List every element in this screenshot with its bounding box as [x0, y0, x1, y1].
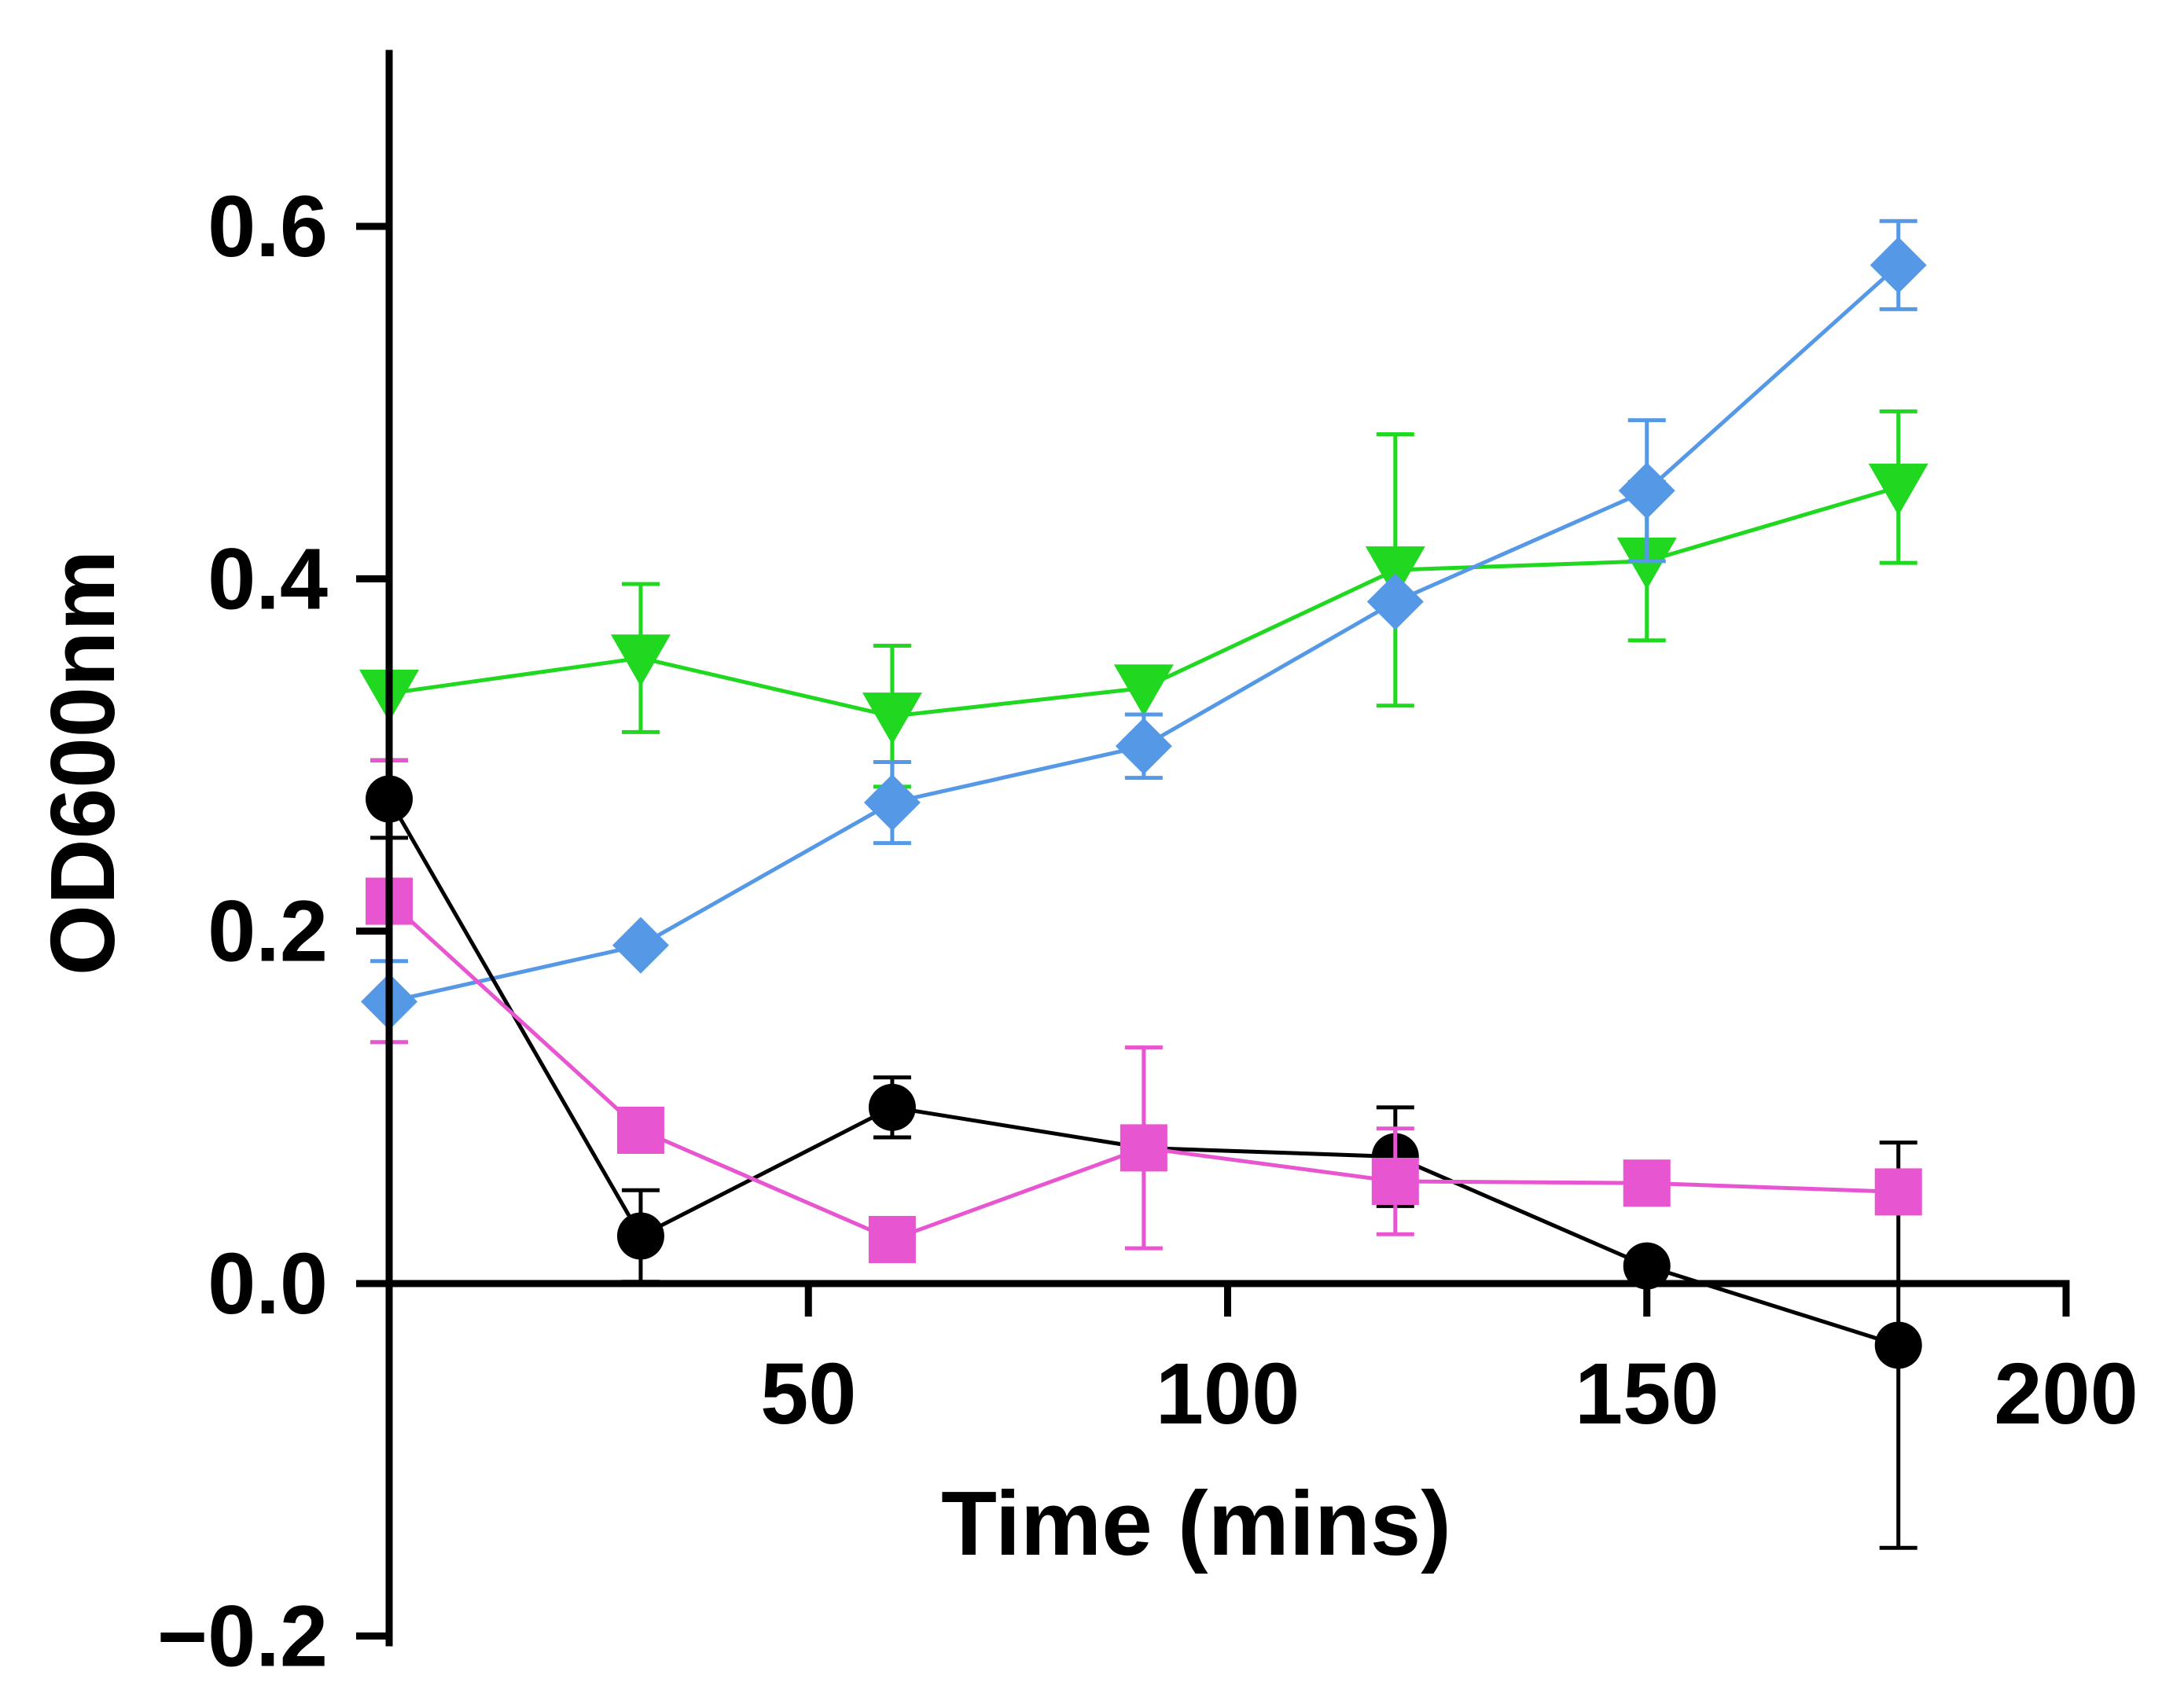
x-tick-label: 100 [1156, 1346, 1300, 1442]
data-point [868, 1083, 916, 1131]
y-tick-label: 0.6 [208, 178, 328, 275]
data-point [616, 1212, 664, 1260]
x-tick-label: 150 [1575, 1346, 1719, 1442]
x-axis-title: Time (mins) [941, 1472, 1451, 1574]
series-line [388, 263, 1900, 1004]
series-blue-diamonds [361, 219, 1927, 1045]
data-point [1120, 1124, 1167, 1172]
y-tick-label: 0.0 [208, 1236, 328, 1332]
series-pink-squares [366, 758, 1922, 1263]
data-point [616, 1106, 664, 1154]
data-point [863, 774, 921, 832]
data-point [1874, 1168, 1922, 1216]
data-point [1365, 546, 1425, 599]
ticks-layer: 50 100 150 200 −0.2 0.0 0.2 0.4 0.6 [157, 178, 2138, 1684]
data-point [868, 1215, 916, 1263]
data-point [612, 916, 669, 974]
data-point [1371, 1157, 1419, 1205]
data-point [1618, 462, 1675, 520]
data-point [1623, 1159, 1671, 1207]
data-point [1870, 237, 1927, 294]
data-point [1623, 1242, 1671, 1290]
y-axis-title: OD600nm [31, 550, 134, 976]
y-tick-label: −0.2 [157, 1588, 328, 1684]
data-point [1115, 718, 1172, 775]
y-tick-label: 0.2 [208, 883, 328, 980]
data-point [610, 634, 671, 687]
x-tick-label: 50 [760, 1346, 856, 1442]
y-tick-label: 0.4 [208, 531, 328, 627]
data-point [1868, 463, 1928, 516]
data-point [1113, 664, 1174, 717]
data-point [1616, 537, 1677, 590]
data-point [862, 692, 922, 745]
data-point [1874, 1321, 1922, 1369]
x-tick-label: 200 [1994, 1346, 2138, 1442]
series-layer [359, 219, 1928, 1550]
data-point [1366, 573, 1424, 630]
